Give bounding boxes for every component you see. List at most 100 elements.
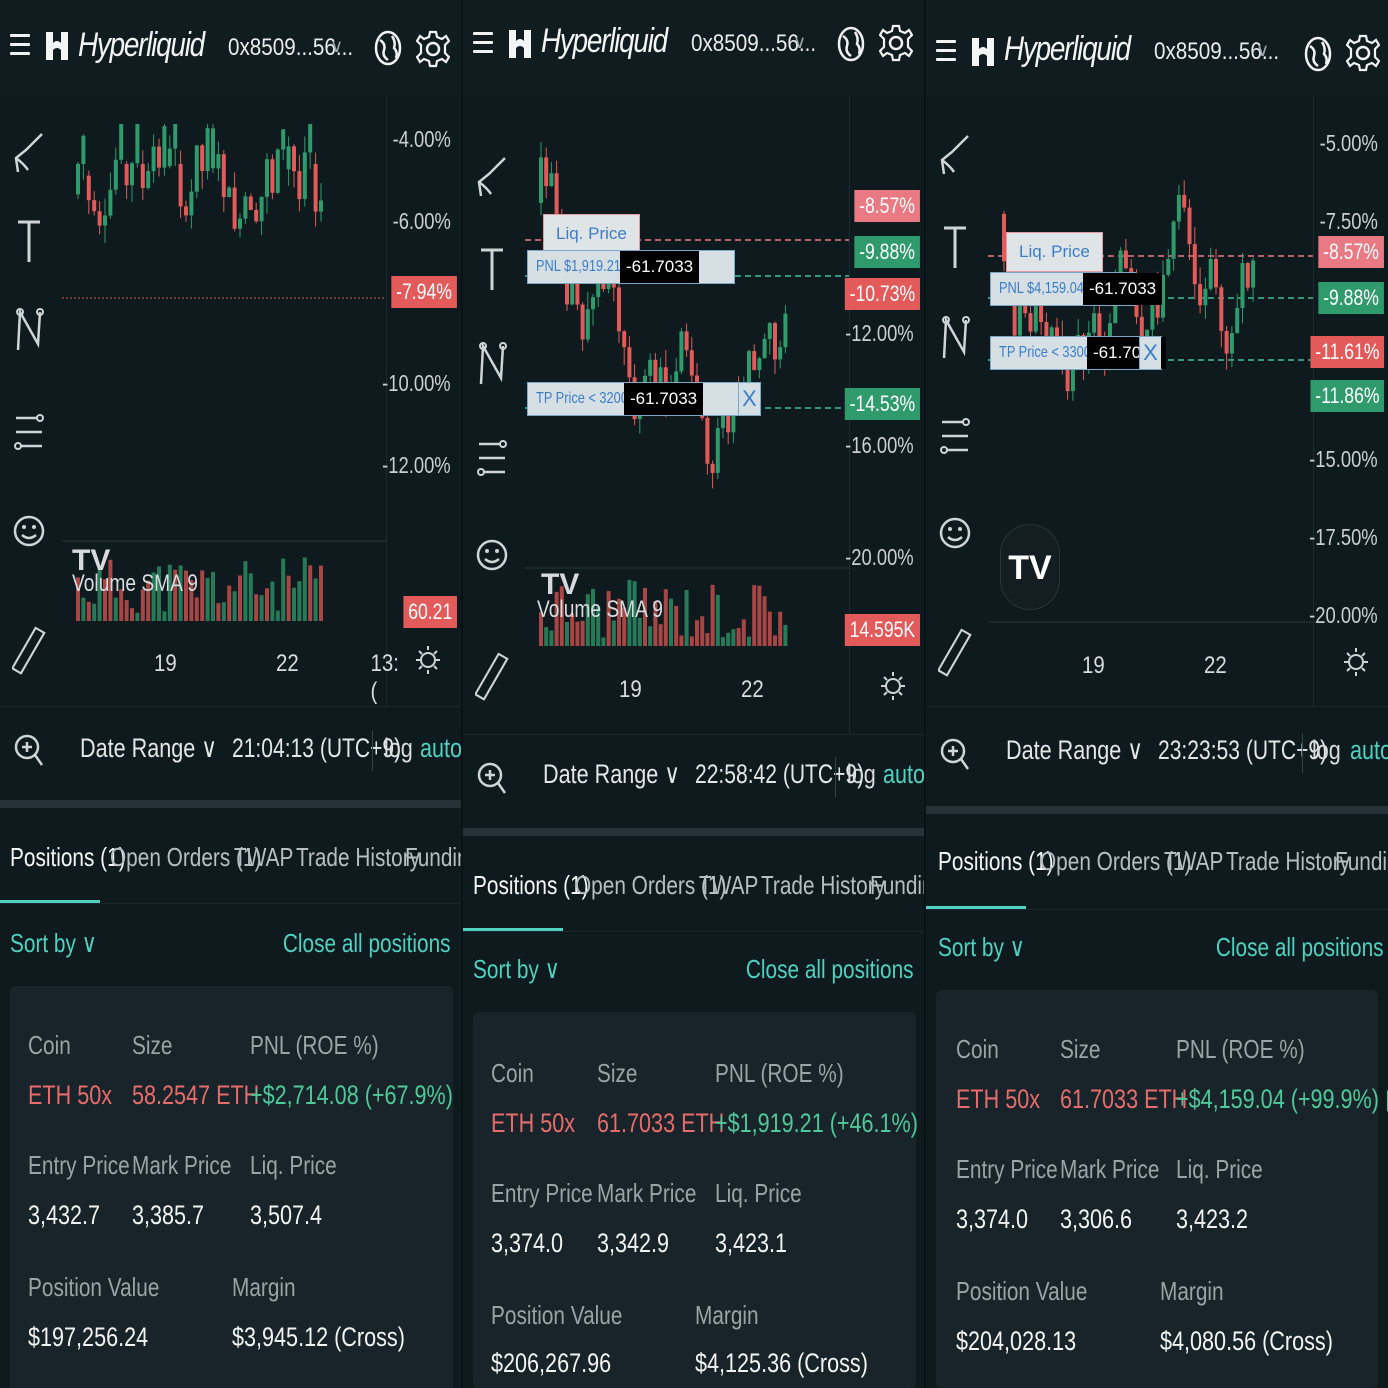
wallet-address[interactable]: 0x8509...56... [228,34,354,61]
price-chart[interactable]: Liq. Price PNL $1,919.21 -61.7033 TP Pri… [463,96,924,736]
coin-value[interactable]: ETH 50x [956,1084,1041,1114]
emoji-tool-icon[interactable] [938,508,972,558]
coin-value[interactable]: ETH 50x [28,1080,113,1110]
settings-sun-icon[interactable] [414,642,442,678]
settings-sun-icon[interactable] [1342,644,1370,680]
globe-icon[interactable] [1304,32,1332,76]
price-chart[interactable]: TV Volume SMA 9 -4.00% -6.00% -7.94% -10… [0,96,461,710]
position-card[interactable]: Coin Size PNL (ROE %) ETH 50x 61.7033 ET… [936,990,1388,1388]
sort-by-dropdown[interactable]: Sort by ∨ [938,932,1025,962]
log-scale-toggle[interactable]: log [847,759,876,789]
pattern-tool-icon[interactable] [475,340,509,390]
log-scale-toggle[interactable]: log [1312,735,1341,765]
price-axis[interactable]: -8.57% -9.88% -10.73% -12.00% -14.53% -1… [844,96,924,736]
pnl-value[interactable]: +$1,919.21 (+46.1%) ▧ [715,1108,925,1139]
cancel-order-button[interactable]: X [738,383,760,415]
wallet-address[interactable]: 0x8509...56... [691,30,817,57]
time-axis[interactable]: 19 22 13:( [62,644,399,705]
tab-funding[interactable]: Funding I [870,870,924,900]
globe-icon[interactable] [837,22,865,66]
tab-open-orders[interactable]: Open Orders (1) [575,870,727,900]
menu-icon[interactable] [10,34,30,56]
sort-by-dropdown[interactable]: Sort by ∨ [10,928,97,958]
time-axis[interactable]: 19 22 [525,670,850,720]
tab-trade-history[interactable]: Trade History [761,870,886,900]
tab-trade-history[interactable]: Trade History [296,842,421,872]
cancel-order-button[interactable]: X [1139,337,1161,369]
gear-icon[interactable] [879,22,913,64]
fib-tool-icon[interactable] [475,434,509,484]
time-axis[interactable]: 19 22 [988,646,1313,696]
pnl-order-line[interactable]: PNL $1,919.21 -61.7033 [527,250,735,284]
auto-scale-toggle[interactable]: auto [420,733,463,763]
tab-funding[interactable]: Funding I [405,842,461,872]
trendline-tool-icon[interactable] [938,132,972,182]
pnl-label: PNL (ROE %) [715,1058,844,1088]
tp-order-line[interactable]: TP Price < 3200 -61.7033 X [527,382,761,416]
zoom-in-icon[interactable] [940,731,970,775]
pnl-order-line[interactable]: PNL $4,159.04 -61.7033 [990,272,1163,306]
close-all-positions-button[interactable]: Close all positions [283,928,451,958]
fib-tool-icon[interactable] [12,408,46,458]
tab-positions[interactable]: Positions (1) [938,846,1054,876]
zoom-in-icon[interactable] [14,727,44,771]
date-range-dropdown[interactable]: Date Range ∨ [543,759,681,789]
tab-trade-history[interactable]: Trade History [1226,846,1351,876]
globe-icon[interactable] [374,26,402,70]
candlestick-plot[interactable] [62,116,387,626]
liq-price-marker[interactable]: Liq. Price [543,214,640,254]
text-tool-icon[interactable] [938,222,972,272]
tab-funding[interactable]: Funding [1335,846,1388,876]
text-tool-icon[interactable] [475,244,509,294]
position-card[interactable]: Coin Size PNL (ROE %) ETH 50x 61.7033 ET… [473,1012,924,1388]
ruler-tool-icon[interactable] [938,628,972,678]
emoji-tool-icon[interactable] [12,506,46,556]
tab-twap[interactable]: TWAP [234,842,294,872]
price-axis[interactable]: -4.00% -6.00% -7.94% -10.00% -12.00% 60.… [382,96,461,710]
date-range-dropdown[interactable]: Date Range ∨ [1006,735,1144,765]
sort-by-dropdown[interactable]: Sort by ∨ [473,954,560,984]
menu-icon[interactable] [473,32,493,54]
pnl-value[interactable]: +$2,714.08 (+67.9%) ▧ [250,1080,461,1111]
chevron-down-icon[interactable]: ∨ [330,36,344,56]
pattern-tool-icon[interactable] [938,314,972,364]
fib-tool-icon[interactable] [938,412,972,462]
tab-positions[interactable]: Positions (1) [473,870,589,900]
ruler-tool-icon[interactable] [12,626,46,676]
share-icon[interactable]: ▧ [459,1080,461,1110]
price-axis[interactable]: -5.00% -7.50% -8.57% -9.88% -11.61% -11.… [1309,96,1388,710]
wallet-address[interactable]: 0x8509...56... [1154,38,1280,65]
gear-icon[interactable] [416,28,450,70]
share-icon[interactable]: ▧ [924,1108,925,1138]
tab-twap[interactable]: TWAP [1164,846,1224,876]
log-scale-toggle[interactable]: log [384,733,413,763]
tp-order-line[interactable]: TP Price < 3300 -61.7033 X [990,336,1167,370]
chevron-down-icon[interactable]: ∨ [793,32,807,52]
gear-icon[interactable] [1346,32,1380,74]
trendline-tool-icon[interactable] [12,130,46,180]
pnl-value[interactable]: +$4,159.04 (+99.9%) ▧ [1176,1084,1388,1115]
settings-sun-icon[interactable] [879,668,907,704]
date-range-dropdown[interactable]: Date Range ∨ [80,733,218,763]
ruler-tool-icon[interactable] [475,652,509,702]
chevron-down-icon[interactable]: ∨ [1256,40,1270,60]
tab-open-orders[interactable]: Open Orders (1) [1040,846,1192,876]
liq-price-marker[interactable]: Liq. Price [1006,232,1103,272]
menu-icon[interactable] [936,40,956,62]
zoom-in-icon[interactable] [477,755,507,799]
share-icon[interactable]: ▧ [1385,1084,1388,1114]
tab-twap[interactable]: TWAP [699,870,759,900]
close-all-positions-button[interactable]: Close all positions [1216,932,1384,962]
auto-scale-toggle[interactable]: auto [883,759,926,789]
auto-scale-toggle[interactable]: auto [1350,735,1388,765]
trendline-tool-icon[interactable] [475,154,509,204]
tab-open-orders[interactable]: Open Orders (1) [110,842,262,872]
emoji-tool-icon[interactable] [475,530,509,580]
price-chart[interactable]: Liq. Price PNL $4,159.04 -61.7033 TP Pri… [926,96,1388,710]
close-all-positions-button[interactable]: Close all positions [746,954,914,984]
position-card[interactable]: Coin Size PNL (ROE %) ETH 50x 58.2547 ET… [10,986,461,1388]
pattern-tool-icon[interactable] [12,306,46,356]
text-tool-icon[interactable] [12,216,46,266]
tab-positions[interactable]: Positions (1) [10,842,126,872]
coin-value[interactable]: ETH 50x [491,1108,576,1138]
